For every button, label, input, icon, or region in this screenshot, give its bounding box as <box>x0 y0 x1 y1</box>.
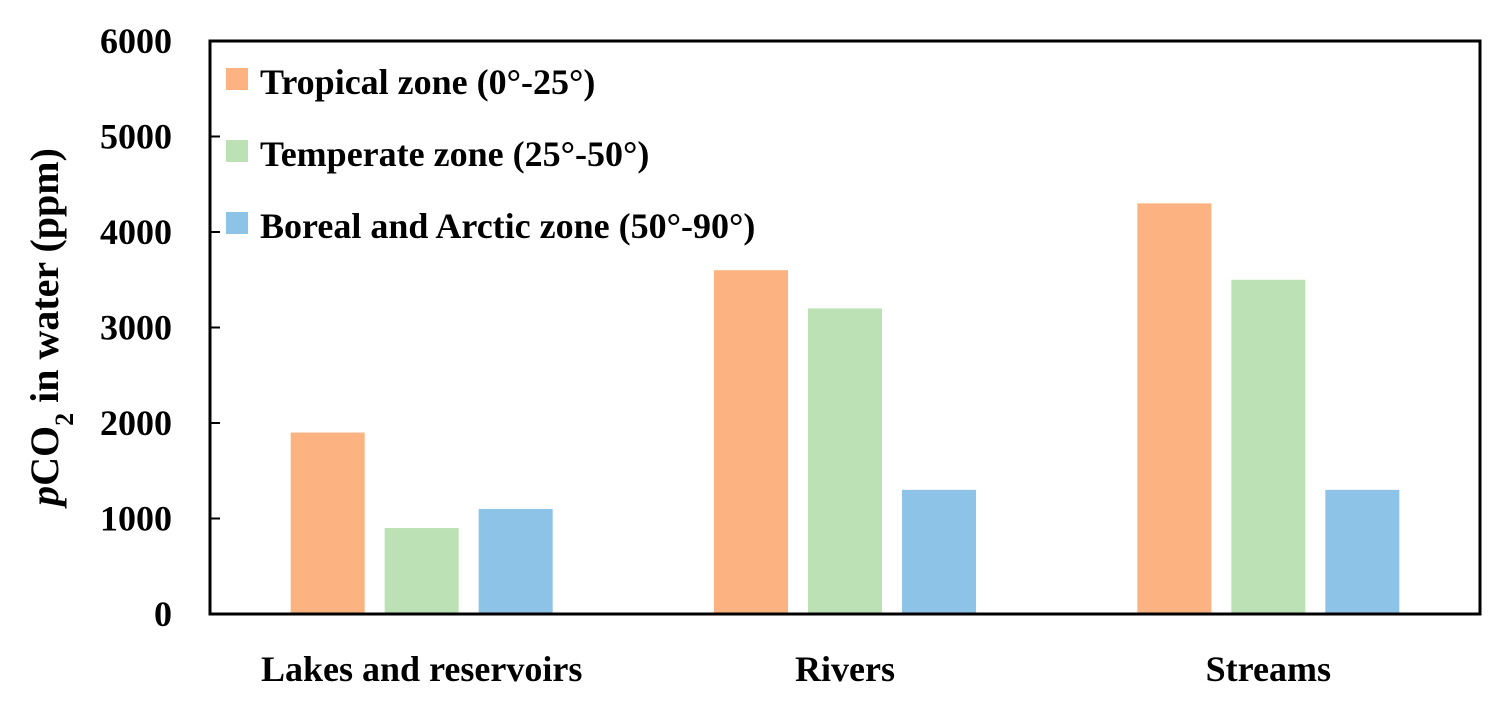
y-axis-title-italic: p <box>22 486 67 509</box>
y-tick-label: 5000 <box>100 117 172 157</box>
bar <box>902 489 976 614</box>
y-tick-label: 1000 <box>100 499 172 539</box>
y-tick-label: 3000 <box>100 308 172 348</box>
x-category-label: Lakes and reservoirs <box>261 649 582 689</box>
y-axis-ticks: 0 1000 2000 3000 4000 5000 6000 <box>100 21 220 634</box>
legend: Tropical zone (0°-25°) Temperate zone (25… <box>226 62 755 246</box>
bar <box>290 432 365 614</box>
legend-label: Tropical zone (0°-25°) <box>260 62 595 102</box>
bar <box>1137 203 1212 614</box>
legend-swatch <box>226 140 248 162</box>
y-axis-title-subscript: 2 <box>50 413 79 426</box>
y-axis-title-suffix: in water (ppm) <box>22 148 67 413</box>
legend-swatch <box>226 68 248 90</box>
y-tick-label: 4000 <box>100 212 172 252</box>
y-tick-label: 2000 <box>100 403 172 443</box>
bar <box>808 308 882 614</box>
bar <box>1325 489 1400 614</box>
bar <box>714 270 788 614</box>
x-category-label: Streams <box>1206 649 1331 689</box>
bar <box>1231 279 1306 614</box>
bars-group <box>290 203 1400 614</box>
y-axis-title: pCO2 in water (ppm) <box>22 148 79 509</box>
bar <box>478 508 553 614</box>
legend-label: Boreal and Arctic zone (50°-90°) <box>260 206 755 246</box>
bar <box>384 528 459 614</box>
x-category-label: Rivers <box>795 649 895 689</box>
y-axis-title-main: CO <box>22 426 67 486</box>
x-axis-categories: Lakes and reservoirs Rivers Streams <box>261 649 1331 689</box>
legend-swatch <box>226 212 248 234</box>
y-tick-label: 6000 <box>100 21 172 61</box>
y-tick-label: 0 <box>154 594 172 634</box>
legend-label: Temperate zone (25°-50°) <box>260 134 649 174</box>
